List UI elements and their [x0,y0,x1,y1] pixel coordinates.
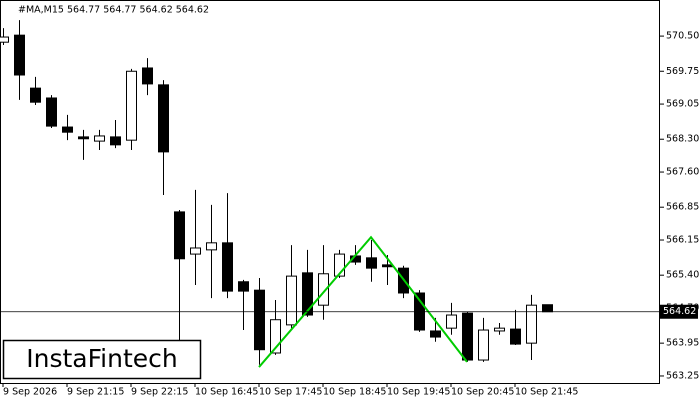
y-tick-label: 568.30 [666,134,699,145]
y-tick-label: 566.85 [666,202,699,213]
candle-body [30,87,41,103]
watermark-box [2,339,202,380]
candle-body [62,126,73,133]
candle-body [366,257,377,269]
candle-body [446,314,457,329]
candle-body [142,67,153,85]
candle-body [382,264,393,268]
chart-header: #MA,M15 564.77 564.77 564.62 564.62 [18,5,209,16]
candle-body [270,319,281,354]
candle-body [126,70,137,141]
candle-body [158,84,169,153]
y-tick-label: 563.95 [666,338,699,349]
candle-body [222,242,233,292]
candle-body [510,328,521,345]
x-tick-label: 10 Sep 19:45 [387,387,450,398]
y-tick-label: 567.60 [666,167,699,178]
candle-body [94,135,105,142]
x-tick-label: 9 Sep 2026 [3,387,57,398]
candle-body [302,272,313,316]
plot-frame [0,0,660,384]
y-tick-label: 563.25 [666,370,699,381]
x-tick-label: 10 Sep 18:45 [323,387,386,398]
watermark: InstaFintech [26,344,178,373]
candle-body [526,304,537,344]
x-tick-label: 10 Sep 20:45 [451,387,514,398]
candle-body [462,312,473,361]
candle-body [542,304,553,313]
x-tick-label: 9 Sep 21:15 [67,387,124,398]
x-tick-label: 10 Sep 16:45 [195,387,258,398]
y-tick-label: 565.40 [666,270,699,281]
candle-body [430,330,441,338]
pattern-line [258,235,468,368]
candle-body [318,273,329,306]
x-tick-label: 10 Sep 21:45 [515,387,578,398]
candle-body [238,281,249,292]
candle-body [46,97,57,127]
candle-body [286,275,297,326]
candle-body [0,36,9,43]
x-tick-label: 9 Sep 22:15 [131,387,188,398]
candle-body [334,253,345,277]
candle-body [174,211,185,260]
candle-body [494,327,505,332]
y-tick-label: 570.50 [666,31,699,42]
candle-body [190,247,201,255]
y-tick-label: 569.05 [666,99,699,110]
candle-body [110,136,121,146]
y-tick-label: 566.15 [666,235,699,246]
current-price-box [660,304,698,319]
x-tick-label: 10 Sep 17:45 [259,387,322,398]
candle-body [206,242,217,251]
candle-body [14,34,25,76]
candle-body [254,289,265,351]
current-price-label: 564.62 [663,306,696,317]
candle-body [478,329,489,361]
candle-body [78,136,89,140]
y-tick-label: 569.75 [666,66,699,77]
